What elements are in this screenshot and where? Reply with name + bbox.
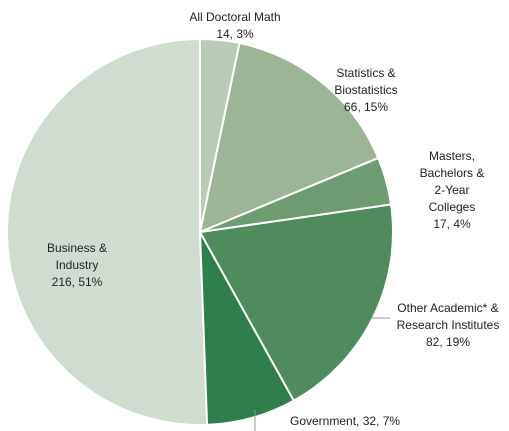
value-label: , 32, 7% xyxy=(356,414,401,428)
value-label: 17, 4% xyxy=(433,217,471,231)
pie-slice xyxy=(198,41,380,234)
value-label: 66, 15% xyxy=(343,100,389,114)
slice-label: All Doctoral Math 14, 3% xyxy=(160,9,310,43)
value-label: 14, 3% xyxy=(216,27,254,41)
category-label: Business & Industry xyxy=(46,241,108,272)
category-label: Other Academic* & Research Institutes xyxy=(396,301,500,332)
slice-label: Statistics & Biostatistics 66, 15% xyxy=(322,65,410,116)
category-label: All Doctoral Math xyxy=(189,10,281,24)
pie-slice xyxy=(199,37,241,233)
category-label: Masters, Bachelors & 2-Year Colleges xyxy=(419,149,485,214)
value-label: 82, 19% xyxy=(425,335,471,349)
category-label: Statistics & Biostatistics xyxy=(334,66,398,97)
category-label: Government xyxy=(290,414,357,428)
slice-label: Other Academic* & Research Institutes 82,… xyxy=(386,300,509,351)
slice-label: Business & Industry 216, 51% xyxy=(30,240,124,291)
slice-label: Government, 32, 7% xyxy=(290,413,450,430)
pie-slice xyxy=(6,37,209,426)
value-label: 216, 51% xyxy=(51,275,103,289)
slice-label: Masters, Bachelors & 2-Year Colleges 17, … xyxy=(414,148,490,233)
